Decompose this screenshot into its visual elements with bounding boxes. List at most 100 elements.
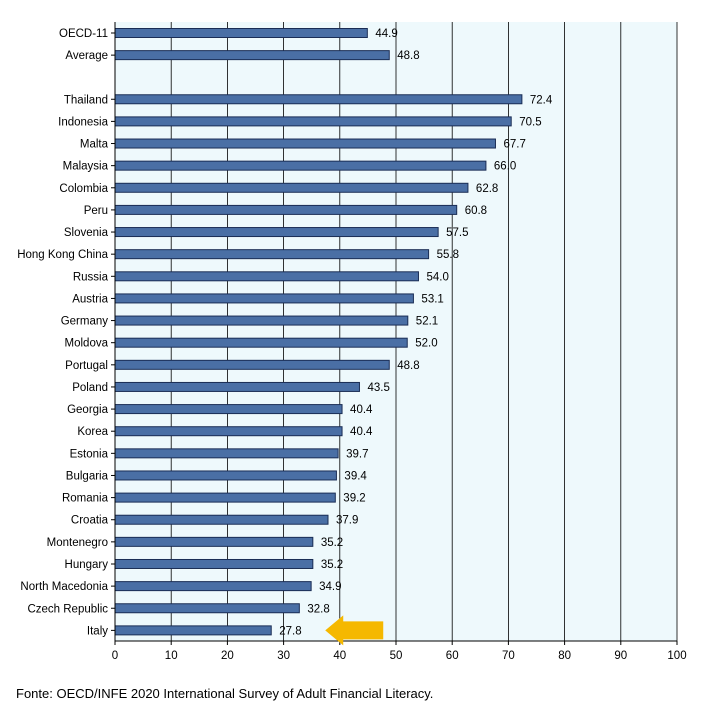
x-tick-label: 70 xyxy=(502,650,515,662)
bar-malta xyxy=(114,138,496,149)
category-label: Germany xyxy=(61,316,109,328)
source-note: Fonte: OECD/INFE 2020 International Surv… xyxy=(16,686,434,701)
value-label: 37.9 xyxy=(336,515,358,527)
category-label: Poland xyxy=(72,382,108,394)
value-label: 35.2 xyxy=(321,559,343,571)
category-label: Czech Republic xyxy=(27,603,108,615)
category-label: Italy xyxy=(87,625,108,637)
category-label: Austria xyxy=(72,293,108,305)
bar-croatia xyxy=(114,514,329,525)
bar-peru xyxy=(114,204,458,215)
x-axis-ticks: 0 10 20 30 40 50 60 70 80 90 100 xyxy=(112,641,687,662)
axes xyxy=(114,22,677,642)
highlight-arrow-icon xyxy=(325,615,384,646)
value-label: 40.4 xyxy=(350,404,373,416)
category-label: Malta xyxy=(80,139,109,151)
bar-indonesia xyxy=(114,116,512,127)
x-tick-label: 30 xyxy=(277,650,290,662)
x-tick-label: 90 xyxy=(614,650,627,662)
value-label: 39.2 xyxy=(343,493,365,505)
value-labels: 44.948.872.470.567.766.062.860.857.555.8… xyxy=(279,28,553,637)
x-tick-label: 100 xyxy=(667,650,686,662)
value-label: 44.9 xyxy=(375,28,397,40)
bar-hong-kong-china xyxy=(114,249,430,260)
bar-thailand xyxy=(114,94,523,105)
value-label: 54.0 xyxy=(426,271,448,283)
x-tick-label: 10 xyxy=(165,650,178,662)
bar-hungary xyxy=(114,558,314,569)
bar-malaysia xyxy=(114,160,487,171)
bar-italy xyxy=(114,625,272,636)
value-label: 52.1 xyxy=(416,316,438,328)
category-label: Georgia xyxy=(67,404,109,416)
value-label: 52.0 xyxy=(415,338,437,350)
bar-czech-republic xyxy=(114,603,300,614)
value-label: 62.8 xyxy=(476,183,498,195)
x-tick-label: 60 xyxy=(446,650,459,662)
bar-montenegro xyxy=(114,536,314,547)
value-label: 66.0 xyxy=(494,161,516,173)
value-label: 34.9 xyxy=(319,581,341,593)
bar-georgia xyxy=(114,404,343,415)
category-label: Average xyxy=(65,50,108,62)
category-label: Romania xyxy=(62,493,109,505)
category-label: Russia xyxy=(73,271,109,283)
value-label: 35.2 xyxy=(321,537,343,549)
bars xyxy=(114,28,523,636)
value-label: 70.5 xyxy=(519,116,541,128)
bar-oecd-11 xyxy=(114,28,368,38)
value-label: 40.4 xyxy=(350,426,373,438)
value-label: 39.7 xyxy=(346,448,368,460)
category-label: Hong Kong China xyxy=(17,249,108,261)
value-label: 48.8 xyxy=(397,360,419,372)
category-label: North Macedonia xyxy=(20,581,108,593)
category-label: Estonia xyxy=(70,448,109,460)
bar-average xyxy=(114,50,390,61)
category-label: Portugal xyxy=(65,360,108,372)
value-label: 43.5 xyxy=(367,382,389,394)
bar-slovenia xyxy=(114,227,439,238)
category-label: OECD-11 xyxy=(59,28,108,40)
bar-korea xyxy=(114,426,343,437)
value-label: 32.8 xyxy=(307,603,329,615)
category-labels: OECD-11 Average Thailand Indonesia Malta Mala… xyxy=(17,28,115,637)
category-label: Croatia xyxy=(71,515,109,527)
value-label: 57.5 xyxy=(446,227,468,239)
x-tick-label: 40 xyxy=(333,650,346,662)
value-label: 48.8 xyxy=(397,50,419,62)
category-label: Bulgaria xyxy=(66,470,109,482)
bar-north-macedonia xyxy=(114,581,312,592)
bar-austria xyxy=(114,293,414,304)
category-label: Slovenia xyxy=(64,227,109,239)
category-label: Korea xyxy=(77,426,108,438)
value-label: 72.4 xyxy=(530,94,553,106)
bar-colombia xyxy=(114,182,469,193)
x-tick-label: 80 xyxy=(558,650,571,662)
category-label: Montenegro xyxy=(47,537,108,549)
bar-portugal xyxy=(114,359,390,370)
value-label: 55.8 xyxy=(437,249,459,261)
category-label: Colombia xyxy=(59,183,108,195)
x-tick-label: 0 xyxy=(112,650,118,662)
value-label: 60.8 xyxy=(465,205,487,217)
value-label: 39.4 xyxy=(344,470,367,482)
bar-moldova xyxy=(114,337,408,348)
category-label: Indonesia xyxy=(58,116,108,128)
category-label: Thailand xyxy=(64,94,108,106)
category-label: Peru xyxy=(84,205,108,217)
bar-russia xyxy=(114,271,419,282)
value-label: 27.8 xyxy=(279,625,301,637)
bar-romania xyxy=(114,492,336,503)
highlight-arrow xyxy=(325,615,384,646)
category-label: Malaysia xyxy=(63,161,109,173)
bar-germany xyxy=(114,315,409,326)
category-label: Hungary xyxy=(65,559,109,571)
category-label: Moldova xyxy=(65,338,109,350)
bar-bulgaria xyxy=(114,470,337,481)
x-tick-label: 20 xyxy=(221,650,234,662)
bar-poland xyxy=(114,381,360,392)
bar-estonia xyxy=(114,448,339,459)
x-tick-label: 50 xyxy=(390,650,403,662)
value-label: 53.1 xyxy=(421,293,443,305)
